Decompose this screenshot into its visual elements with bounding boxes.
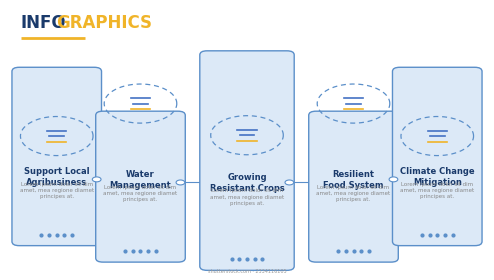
- Circle shape: [92, 177, 101, 182]
- FancyBboxPatch shape: [392, 67, 482, 246]
- Text: Resilient
Food System: Resilient Food System: [323, 169, 384, 190]
- Text: Lorem ipsum dolor sit dim
amet, mea regione diamet
principes at.: Lorem ipsum dolor sit dim amet, mea regi…: [317, 185, 391, 202]
- FancyBboxPatch shape: [200, 51, 294, 270]
- FancyBboxPatch shape: [12, 67, 102, 246]
- Text: Lorem ipsum dolor sit dim
amet, mea regione diamet
principes at.: Lorem ipsum dolor sit dim amet, mea regi…: [210, 188, 284, 206]
- Text: shutterstock.com · 2334116105: shutterstock.com · 2334116105: [207, 269, 287, 274]
- Text: INFO: INFO: [21, 14, 67, 32]
- Circle shape: [389, 177, 398, 182]
- Text: Lorem ipsum dolor sit dim
amet, mea regione diamet
principes at.: Lorem ipsum dolor sit dim amet, mea regi…: [400, 182, 474, 199]
- Text: Support Local
Agribusiness: Support Local Agribusiness: [24, 167, 89, 187]
- Text: Climate Change
Mitigation: Climate Change Mitigation: [400, 167, 475, 187]
- Text: Lorem ipsum dolor sit dim
amet, mea regione diamet
principes at.: Lorem ipsum dolor sit dim amet, mea regi…: [103, 185, 177, 202]
- Circle shape: [176, 180, 185, 185]
- FancyBboxPatch shape: [309, 111, 398, 262]
- Text: GRAPHICS: GRAPHICS: [56, 14, 152, 32]
- FancyBboxPatch shape: [96, 111, 185, 262]
- Text: Lorem ipsum dolor sit dim
amet, mea regione diamet
principes at.: Lorem ipsum dolor sit dim amet, mea regi…: [20, 182, 94, 199]
- Circle shape: [285, 180, 294, 185]
- Text: Water
Management: Water Management: [110, 169, 171, 190]
- Text: Growing
Resistant Crops: Growing Resistant Crops: [209, 173, 285, 193]
